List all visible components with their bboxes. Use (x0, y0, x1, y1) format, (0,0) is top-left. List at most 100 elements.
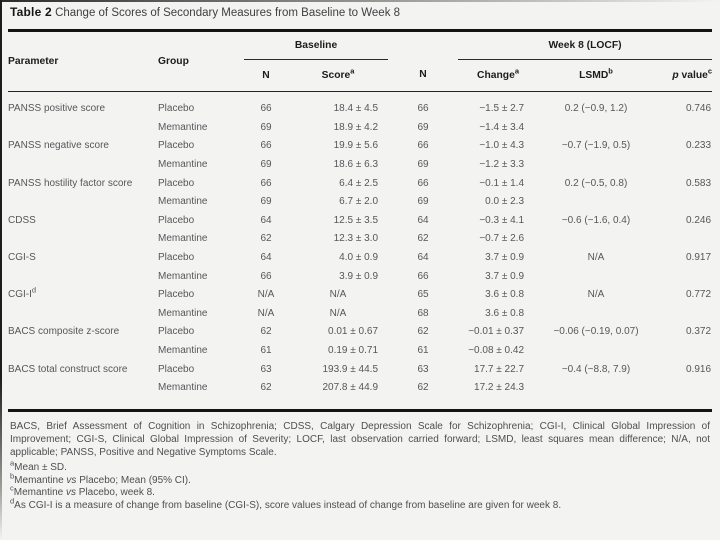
cell-lsmd (538, 267, 654, 286)
column-header-baseline-n: N (262, 69, 270, 81)
cell-change: −0.7 ± 2.6 (479, 233, 525, 245)
cell-lsmd: N/A (587, 289, 605, 301)
cell-lsmd: 0.2 (−0.5, 0.8) (564, 177, 628, 189)
cell-group: Placebo (158, 363, 195, 375)
cell-group: Memantine (158, 270, 208, 282)
cell-change: 3.6 ± 0.8 (485, 307, 525, 319)
cell-pvalue (654, 267, 712, 286)
cell-score: N/A (329, 307, 347, 319)
cell-score: 12.3 ± 3.0 (333, 233, 379, 245)
cell-change: −1.0 ± 4.3 (479, 140, 525, 152)
cell-change: 17.7 ± 22.7 (474, 363, 525, 375)
cell-week8-n: 62 (417, 382, 429, 394)
table-number-label: Table 2 (10, 5, 52, 19)
table-row: BACS composite z-score Placebo 62 0.01 ±… (8, 323, 712, 342)
footnote-c: cMemantine vs Placebo, week 8. (10, 483, 155, 499)
cell-lsmd (538, 192, 654, 211)
cell-parameter: PANSS hostility factor score (8, 177, 133, 189)
footnote-a: aMean ± SD. (10, 458, 67, 473)
column-header-group: Group (158, 55, 189, 67)
cell-week8-n: 66 (417, 103, 429, 115)
cell-change: 17.2 ± 24.3 (474, 382, 525, 394)
column-header-parameter: Parameter (8, 55, 59, 67)
cell-score: 3.9 ± 0.9 (339, 270, 379, 282)
table-row: PANSS negative score Placebo 66 19.9 ± 5… (8, 137, 712, 156)
cell-lsmd: −0.7 (−1.9, 0.5) (561, 140, 631, 152)
cell-pvalue: 0.233 (686, 140, 712, 152)
cell-baseline-n: 61 (260, 345, 272, 357)
cell-group: Placebo (158, 140, 195, 152)
cell-group: Memantine (158, 121, 208, 133)
page-left-border (0, 0, 2, 540)
cell-change: 3.6 ± 0.8 (485, 289, 525, 301)
cell-parameter (8, 118, 158, 137)
table-row: CGI-Id Placebo N/A N/A 65 3.6 ± 0.8 N/A … (8, 285, 712, 304)
cell-pvalue: 0.246 (686, 214, 712, 226)
cell-pvalue: 0.917 (686, 252, 712, 264)
cell-change: −0.3 ± 4.1 (479, 214, 525, 226)
cell-parameter: PANSS negative score (8, 140, 109, 152)
header-spacer (388, 32, 458, 60)
cell-parameter (8, 378, 158, 397)
score-label: Score (321, 69, 351, 81)
cell-score: 18.9 ± 4.2 (333, 121, 379, 133)
cell-lsmd (538, 118, 654, 137)
column-header-pvalue: p valuec (654, 59, 712, 91)
cell-pvalue: 0.583 (686, 177, 712, 189)
cell-pvalue: 0.372 (686, 326, 712, 338)
cell-score: 207.8 ± 44.9 (322, 382, 379, 394)
score-footnote-marker: a (350, 66, 355, 76)
column-header-lsmd: LSMDb (538, 59, 654, 91)
cell-baseline-n: 64 (260, 214, 272, 226)
page-top-border (0, 0, 720, 2)
cell-week8-n: 64 (417, 252, 429, 264)
cell-score: 0.01 ± 0.67 (328, 326, 379, 338)
cell-baseline-n: 63 (260, 363, 272, 375)
cell-week8-n: 61 (417, 345, 429, 357)
cell-pvalue (654, 230, 712, 249)
change-footnote-marker: a (514, 66, 519, 76)
cell-group: Placebo (158, 252, 195, 264)
pvalue-footnote-marker: c (707, 66, 713, 76)
cell-change: 0.0 ± 2.3 (485, 196, 525, 208)
cell-change: −1.2 ± 3.3 (479, 159, 525, 171)
table-row: BACS total construct score Placebo 63 19… (8, 360, 712, 379)
footnote-marker: a (10, 458, 15, 468)
cell-parameter (8, 341, 158, 360)
parameter-footnote-marker: d (31, 285, 37, 295)
group-header-week8: Week 8 (LOCF) (458, 31, 713, 60)
pvalue-label: value (678, 69, 708, 81)
cell-lsmd: 0.2 (−0.9, 1.2) (564, 103, 628, 115)
cell-lsmd (538, 230, 654, 249)
cell-week8-n: 62 (417, 233, 429, 245)
table-row: Memantine N/A N/A 68 3.6 ± 0.8 (8, 304, 712, 323)
table-row: Memantine 61 0.19 ± 0.71 61 −0.08 ± 0.42 (8, 341, 712, 360)
cell-baseline-n: N/A (257, 289, 275, 301)
footer-rule (8, 409, 712, 412)
header-group-row: Parameter Group Baseline Week 8 (LOCF) (8, 31, 713, 67)
cell-week8-n: 69 (417, 121, 429, 133)
cell-parameter: BACS composite z-score (8, 326, 120, 338)
cell-score: 19.9 ± 5.6 (333, 140, 379, 152)
lsmd-label: LSMD (579, 69, 609, 81)
cell-group: Placebo (158, 289, 195, 301)
cell-baseline-n: 62 (260, 233, 272, 245)
cell-change: −0.08 ± 0.42 (468, 345, 525, 357)
cell-pvalue: 0.746 (686, 103, 712, 115)
cell-score: 0.19 ± 0.71 (328, 345, 379, 357)
table-row: PANSS hostility factor score Placebo 66 … (8, 174, 712, 193)
table-title: Table 2 Change of Scores of Secondary Me… (0, 0, 720, 21)
column-header-score: Scorea (288, 59, 388, 91)
cell-week8-n: 65 (417, 289, 429, 301)
table-row: Memantine 62 207.8 ± 44.9 62 17.2 ± 24.3 (8, 378, 712, 397)
footnote-marker: c (10, 483, 14, 493)
cell-parameter: CGI-S (8, 252, 36, 264)
cell-week8-n: 68 (417, 307, 429, 319)
cell-score: 18.4 ± 4.5 (333, 103, 379, 115)
change-label: Change (477, 69, 515, 81)
pvalue-p-label: p (672, 69, 679, 81)
cell-baseline-n: 66 (260, 140, 272, 152)
table-header: Parameter Group Baseline Week 8 (LOCF) N… (8, 31, 713, 91)
cell-baseline-n: 66 (260, 177, 272, 189)
cell-week8-n: 66 (417, 270, 429, 282)
